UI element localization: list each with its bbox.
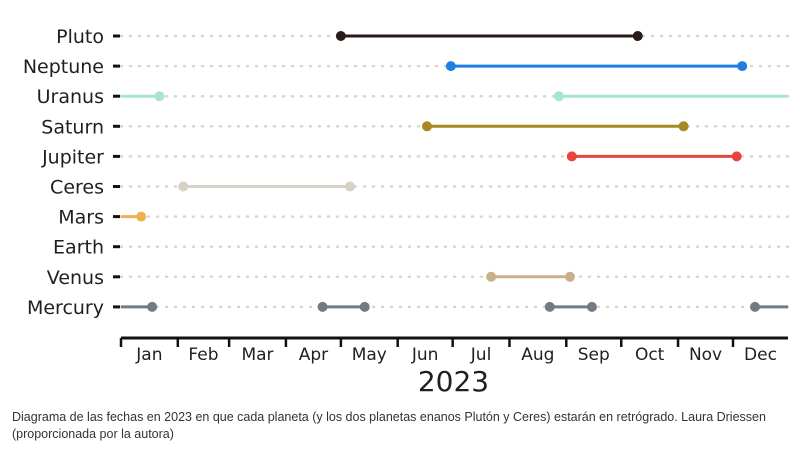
x-label-oct: Oct xyxy=(635,345,665,365)
point-venus-1-end xyxy=(564,271,575,282)
x-label-apr: Apr xyxy=(299,345,328,365)
y-label-earth: Earth xyxy=(53,237,104,259)
y-label-saturn: Saturn xyxy=(41,116,104,138)
point-mercury-4-start xyxy=(750,301,761,312)
point-ceres-1-start xyxy=(178,181,189,192)
retrograde-chart: Pluto Neptune Uranus Saturn Jupiter Ceres Mars… xyxy=(23,26,790,398)
x-label-aug: Aug xyxy=(521,345,554,365)
point-mercury-3-start xyxy=(544,301,555,312)
x-label-may: May xyxy=(352,345,387,365)
point-pluto-1-start xyxy=(335,31,346,41)
point-neptune-1-end xyxy=(737,61,748,72)
x-label-feb: Feb xyxy=(188,345,218,365)
x-label-jan: Jan xyxy=(135,345,162,365)
y-label-jupiter: Jupiter xyxy=(41,146,104,168)
point-neptune-1-start xyxy=(445,61,456,72)
point-mercury-2-end xyxy=(359,301,370,312)
point-uranus-1-end xyxy=(154,91,165,102)
point-ceres-1-end xyxy=(345,181,356,192)
point-mars-1-end xyxy=(136,211,147,222)
y-label-venus: Venus xyxy=(47,267,104,289)
point-pluto-1-end xyxy=(632,31,643,41)
point-venus-1-start xyxy=(486,271,497,282)
x-label-mar: Mar xyxy=(241,345,273,365)
point-saturn-1-end xyxy=(678,121,689,132)
y-label-mars: Mars xyxy=(58,207,104,229)
y-label-neptune: Neptune xyxy=(23,56,104,78)
x-label-jul: Jul xyxy=(470,345,492,365)
x-axis-title: 2023 xyxy=(418,365,489,398)
x-label-dec: Dec xyxy=(744,345,777,365)
point-uranus-2-start xyxy=(553,91,564,102)
x-label-jun: Jun xyxy=(411,345,439,365)
figure-caption: Diagrama de las fechas en 2023 en que ca… xyxy=(12,410,766,441)
y-label-pluto: Pluto xyxy=(56,26,104,48)
y-label-mercury: Mercury xyxy=(27,297,104,319)
x-label-nov: Nov xyxy=(689,345,722,365)
point-jupiter-1-start xyxy=(566,151,577,162)
point-saturn-1-start xyxy=(422,121,433,132)
point-jupiter-1-end xyxy=(731,151,742,162)
point-mercury-1-end xyxy=(147,301,158,312)
point-mercury-3-end xyxy=(586,301,597,312)
x-label-sep: Sep xyxy=(578,345,610,365)
y-label-uranus: Uranus xyxy=(37,86,104,108)
y-label-ceres: Ceres xyxy=(50,177,104,199)
point-mercury-2-start xyxy=(317,301,328,312)
